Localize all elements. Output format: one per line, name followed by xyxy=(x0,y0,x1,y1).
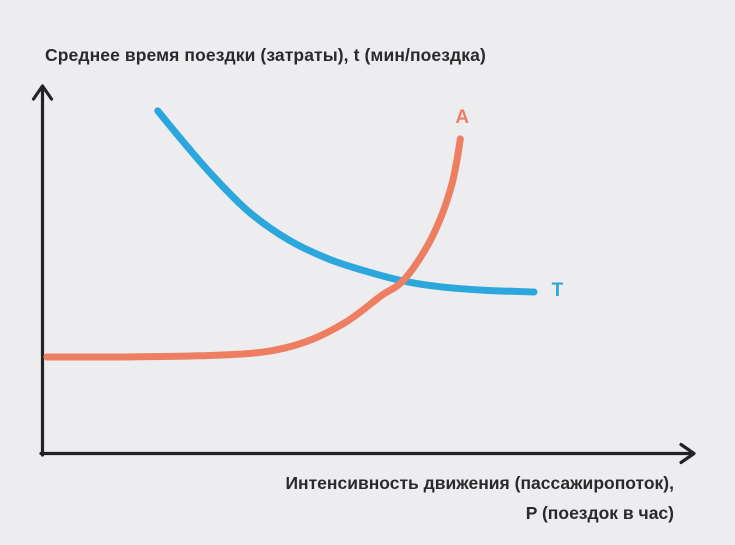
chart-title: Среднее время поездки (затраты), t (мин/… xyxy=(45,45,486,65)
curve-label-A: A xyxy=(455,106,470,128)
x-axis-label-line1: Интенсивность движения (пассажиропоток), xyxy=(285,473,674,493)
curve-A xyxy=(43,135,464,361)
x-axis-arrow-icon xyxy=(679,442,696,465)
curve-T xyxy=(154,107,538,296)
axes-group xyxy=(31,84,696,465)
curves-group xyxy=(43,107,538,361)
x-axis-label-line2: P (поездок в час) xyxy=(525,503,674,523)
x-axis-label: Интенсивность движения (пассажиропоток),… xyxy=(285,468,674,528)
y-axis-arrow-icon xyxy=(31,84,54,101)
curve-label-T: T xyxy=(551,279,564,301)
